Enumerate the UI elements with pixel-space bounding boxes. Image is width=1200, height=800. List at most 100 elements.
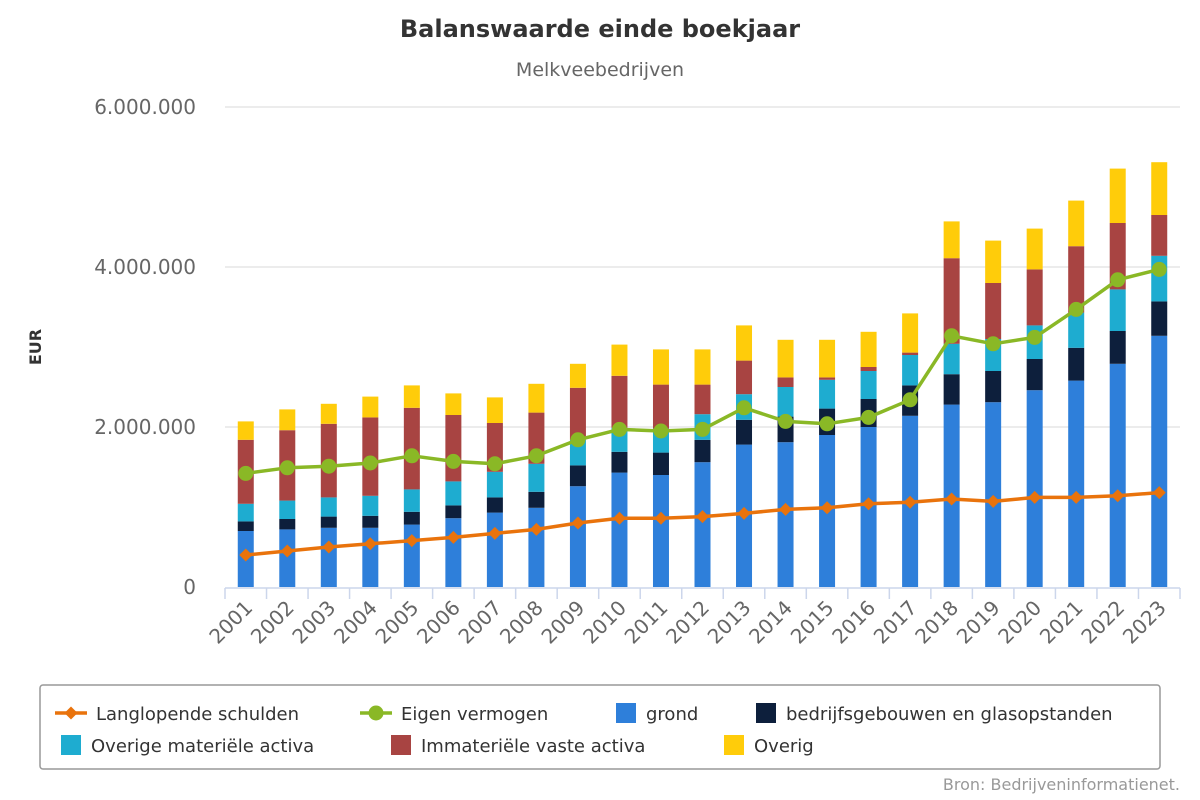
- bar-grond-2008[interactable]: [528, 507, 545, 587]
- bar-overig-2011[interactable]: [652, 349, 669, 385]
- bar-bedrijfsgebouwen-en-glasopstanden-2008[interactable]: [528, 491, 545, 508]
- bar-overig-2023[interactable]: [1151, 162, 1168, 215]
- bar-overig-2005[interactable]: [403, 385, 420, 408]
- point-langlopende-schulden-2001[interactable]: [239, 548, 253, 562]
- bar-immateri-le-vaste-activa-2020[interactable]: [1026, 269, 1043, 326]
- bar-immateri-le-vaste-activa-2019[interactable]: [985, 283, 1002, 339]
- bar-overig-2004[interactable]: [362, 396, 379, 418]
- bar-overige-materi-le-activa-2003[interactable]: [320, 497, 337, 517]
- bar-immateri-le-vaste-activa-2023[interactable]: [1151, 215, 1168, 256]
- legend-item-overige-materi-le-activa[interactable]: Overige materiële activa: [61, 735, 314, 757]
- point-eigen-vermogen-2021[interactable]: [1068, 301, 1084, 317]
- bar-bedrijfsgebouwen-en-glasopstanden-2021[interactable]: [1068, 347, 1085, 381]
- bar-bedrijfsgebouwen-en-glasopstanden-2010[interactable]: [611, 451, 628, 473]
- point-eigen-vermogen-2010[interactable]: [611, 421, 627, 437]
- point-langlopende-schulden-2006[interactable]: [446, 530, 460, 544]
- bar-overige-materi-le-activa-2014[interactable]: [777, 387, 794, 417]
- point-langlopende-schulden-2012[interactable]: [696, 510, 709, 524]
- bar-grond-2010[interactable]: [611, 472, 628, 587]
- point-langlopende-schulden-2011[interactable]: [654, 511, 668, 525]
- bar-grond-2002[interactable]: [279, 529, 296, 587]
- point-eigen-vermogen-2016[interactable]: [861, 409, 877, 425]
- bar-grond-2011[interactable]: [652, 475, 669, 587]
- bar-overige-materi-le-activa-2004[interactable]: [362, 495, 379, 516]
- bar-bedrijfsgebouwen-en-glasopstanden-2002[interactable]: [279, 519, 296, 530]
- point-eigen-vermogen-2007[interactable]: [487, 456, 503, 472]
- bar-immateri-le-vaste-activa-2009[interactable]: [569, 387, 586, 440]
- point-eigen-vermogen-2008[interactable]: [528, 448, 544, 464]
- bar-grond-2004[interactable]: [362, 527, 379, 587]
- bar-overige-materi-le-activa-2006[interactable]: [445, 481, 462, 506]
- bar-overige-materi-le-activa-2015[interactable]: [819, 379, 836, 409]
- credits[interactable]: Bron: Bedrijveninformatienet.: [943, 775, 1180, 794]
- point-eigen-vermogen-2001[interactable]: [238, 465, 254, 481]
- bar-immateri-le-vaste-activa-2014[interactable]: [777, 377, 794, 387]
- bar-grond-2019[interactable]: [985, 402, 1002, 587]
- bar-overig-2006[interactable]: [445, 393, 462, 415]
- bar-bedrijfsgebouwen-en-glasopstanden-2009[interactable]: [569, 465, 586, 487]
- point-eigen-vermogen-2004[interactable]: [362, 455, 378, 471]
- point-langlopende-schulden-2022[interactable]: [1111, 489, 1125, 503]
- bar-immateri-le-vaste-activa-2016[interactable]: [860, 367, 877, 371]
- point-eigen-vermogen-2018[interactable]: [944, 328, 960, 344]
- legend-item-overig[interactable]: Overig: [724, 735, 814, 757]
- bar-overige-materi-le-activa-2017[interactable]: [902, 355, 919, 386]
- bar-overig-2015[interactable]: [819, 339, 836, 378]
- bar-overig-2020[interactable]: [1026, 228, 1043, 270]
- bar-bedrijfsgebouwen-en-glasopstanden-2013[interactable]: [736, 419, 753, 445]
- bar-immateri-le-vaste-activa-2013[interactable]: [736, 360, 753, 395]
- point-langlopende-schulden-2005[interactable]: [405, 534, 419, 548]
- point-langlopende-schulden-2023[interactable]: [1152, 486, 1166, 500]
- bar-overige-materi-le-activa-2009[interactable]: [569, 439, 586, 466]
- point-langlopende-schulden-2009[interactable]: [571, 516, 585, 530]
- bar-bedrijfsgebouwen-en-glasopstanden-2007[interactable]: [486, 497, 503, 513]
- bar-bedrijfsgebouwen-en-glasopstanden-2023[interactable]: [1151, 301, 1168, 336]
- point-eigen-vermogen-2006[interactable]: [445, 453, 461, 469]
- bar-immateri-le-vaste-activa-2018[interactable]: [943, 258, 960, 344]
- bar-overige-materi-le-activa-2002[interactable]: [279, 500, 296, 519]
- point-langlopende-schulden-2013[interactable]: [737, 506, 751, 520]
- legend-item-grond[interactable]: grond: [616, 703, 698, 725]
- point-eigen-vermogen-2012[interactable]: [695, 421, 710, 437]
- point-langlopende-schulden-2021[interactable]: [1069, 490, 1083, 504]
- point-eigen-vermogen-2005[interactable]: [404, 448, 420, 464]
- bar-overig-2007[interactable]: [486, 397, 503, 423]
- point-eigen-vermogen-2002[interactable]: [279, 460, 295, 476]
- point-eigen-vermogen-2019[interactable]: [985, 336, 1001, 352]
- bar-grond-2005[interactable]: [403, 524, 420, 587]
- point-langlopende-schulden-2002[interactable]: [280, 544, 294, 558]
- bar-bedrijfsgebouwen-en-glasopstanden-2019[interactable]: [985, 371, 1002, 403]
- bar-overige-materi-le-activa-2021[interactable]: [1068, 312, 1085, 348]
- bar-overig-2022[interactable]: [1109, 168, 1126, 223]
- bar-overige-materi-le-activa-2007[interactable]: [486, 471, 503, 498]
- point-eigen-vermogen-2014[interactable]: [778, 413, 794, 429]
- point-langlopende-schulden-2007[interactable]: [488, 526, 502, 540]
- bar-overige-materi-le-activa-2008[interactable]: [528, 463, 545, 492]
- point-eigen-vermogen-2020[interactable]: [1027, 329, 1043, 345]
- point-langlopende-schulden-2018[interactable]: [945, 492, 959, 506]
- bar-overige-materi-le-activa-2022[interactable]: [1109, 289, 1126, 331]
- bar-bedrijfsgebouwen-en-glasopstanden-2020[interactable]: [1026, 359, 1043, 391]
- legend-item-immateri-le-vaste-activa[interactable]: Immateriële vaste activa: [391, 735, 645, 757]
- bar-immateri-le-vaste-activa-2011[interactable]: [652, 384, 669, 429]
- bar-bedrijfsgebouwen-en-glasopstanden-2001[interactable]: [237, 521, 254, 531]
- bar-grond-2003[interactable]: [320, 527, 337, 587]
- bar-overige-materi-le-activa-2018[interactable]: [943, 343, 960, 375]
- bar-overig-2008[interactable]: [528, 383, 545, 413]
- bar-immateri-le-vaste-activa-2022[interactable]: [1109, 223, 1126, 290]
- point-eigen-vermogen-2009[interactable]: [570, 432, 586, 448]
- bar-bedrijfsgebouwen-en-glasopstanden-2006[interactable]: [445, 505, 462, 519]
- bar-overig-2001[interactable]: [237, 421, 254, 440]
- legend-item-bedrijfsgebouwen-en-glasopstanden[interactable]: bedrijfsgebouwen en glasopstanden: [756, 703, 1113, 725]
- bar-immateri-le-vaste-activa-2021[interactable]: [1068, 246, 1085, 313]
- point-eigen-vermogen-2013[interactable]: [736, 400, 752, 416]
- point-langlopende-schulden-2010[interactable]: [612, 511, 626, 525]
- bar-immateri-le-vaste-activa-2006[interactable]: [445, 415, 462, 482]
- point-eigen-vermogen-2017[interactable]: [902, 392, 918, 408]
- point-langlopende-schulden-2004[interactable]: [363, 537, 377, 551]
- point-eigen-vermogen-2015[interactable]: [819, 416, 835, 432]
- bar-grond-2006[interactable]: [445, 518, 462, 587]
- point-langlopende-schulden-2003[interactable]: [322, 540, 336, 554]
- point-langlopende-schulden-2015[interactable]: [820, 501, 834, 515]
- bar-grond-2020[interactable]: [1026, 390, 1043, 587]
